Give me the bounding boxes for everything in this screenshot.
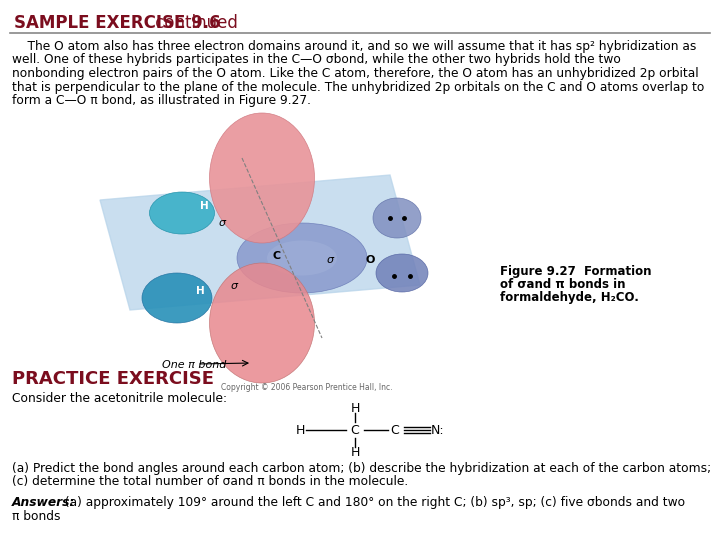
Ellipse shape xyxy=(373,198,421,238)
Ellipse shape xyxy=(267,240,337,275)
Text: continued: continued xyxy=(150,14,238,32)
Text: H: H xyxy=(351,446,360,458)
Ellipse shape xyxy=(237,223,367,293)
Text: form a C—O π bond, as illustrated in Figure 9.27.: form a C—O π bond, as illustrated in Fig… xyxy=(12,94,311,107)
Text: Answers:: Answers: xyxy=(12,496,76,509)
Text: nonbonding electron pairs of the O atom. Like the C atom, therefore, the O atom : nonbonding electron pairs of the O atom.… xyxy=(12,67,698,80)
Text: (c) determine the total number of σand π bonds in the molecule.: (c) determine the total number of σand π… xyxy=(12,476,408,489)
Text: well. One of these hybrids participates in the C—O σbond, while the other two hy: well. One of these hybrids participates … xyxy=(12,53,621,66)
Text: σ: σ xyxy=(230,281,238,291)
Text: Figure 9.27  Formation: Figure 9.27 Formation xyxy=(500,265,652,278)
Text: H: H xyxy=(351,402,360,415)
Polygon shape xyxy=(100,175,420,310)
Ellipse shape xyxy=(210,263,315,383)
Text: C: C xyxy=(351,423,359,436)
Ellipse shape xyxy=(150,192,215,234)
Text: C: C xyxy=(391,423,400,436)
Text: H: H xyxy=(199,201,208,211)
Text: N:: N: xyxy=(431,423,445,436)
Ellipse shape xyxy=(142,273,212,323)
Text: (a) Predict the bond angles around each carbon atom; (b) describe the hybridizat: (a) Predict the bond angles around each … xyxy=(12,462,711,475)
Text: σ: σ xyxy=(218,218,225,228)
Text: H: H xyxy=(295,423,305,436)
Ellipse shape xyxy=(376,254,428,292)
Text: PRACTICE EXERCISE: PRACTICE EXERCISE xyxy=(12,370,214,388)
Text: H: H xyxy=(196,286,204,296)
Text: SAMPLE EXERCISE 9.6: SAMPLE EXERCISE 9.6 xyxy=(14,14,220,32)
Text: Consider the acetonitrile molecule:: Consider the acetonitrile molecule: xyxy=(12,392,227,405)
Text: formaldehyde, H₂CO.: formaldehyde, H₂CO. xyxy=(500,291,639,304)
Text: C: C xyxy=(273,251,281,261)
Text: of σand π bonds in: of σand π bonds in xyxy=(500,278,626,291)
Text: O: O xyxy=(365,255,374,265)
Text: The O atom also has three electron domains around it, and so we will assume that: The O atom also has three electron domai… xyxy=(12,40,696,53)
Text: Copyright © 2006 Pearson Prentice Hall, Inc.: Copyright © 2006 Pearson Prentice Hall, … xyxy=(221,383,392,392)
Text: that is perpendicular to the plane of the molecule. The unhybridized 2p orbitals: that is perpendicular to the plane of th… xyxy=(12,80,704,93)
Text: (a) approximately 109° around the left C and 180° on the right C; (b) sp³, sp; (: (a) approximately 109° around the left C… xyxy=(61,496,685,509)
Ellipse shape xyxy=(210,113,315,243)
Text: One π bond: One π bond xyxy=(162,360,226,370)
Text: π bonds: π bonds xyxy=(12,510,60,523)
Text: σ: σ xyxy=(326,255,333,265)
